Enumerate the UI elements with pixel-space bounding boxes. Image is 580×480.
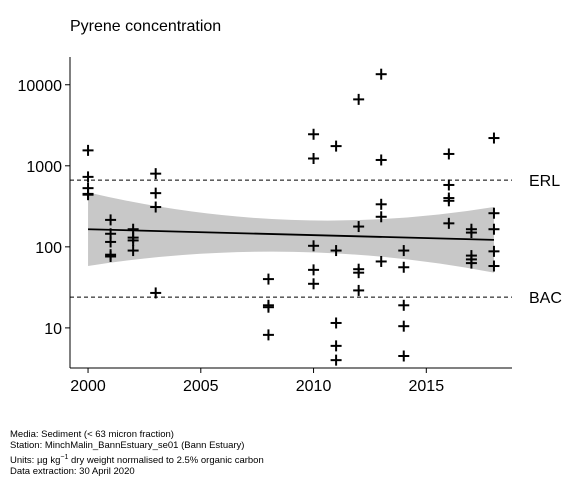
data-point bbox=[488, 245, 500, 257]
reference-label-bac: BAC bbox=[529, 290, 562, 307]
data-point bbox=[375, 198, 387, 210]
data-point bbox=[353, 93, 365, 105]
data-point bbox=[308, 240, 320, 252]
confidence-band-layer bbox=[88, 192, 494, 273]
footer-units-prefix: Units: bbox=[10, 454, 37, 466]
data-point bbox=[398, 299, 410, 311]
data-point bbox=[127, 245, 139, 257]
data-point bbox=[398, 320, 410, 332]
data-point bbox=[105, 214, 117, 226]
data-point bbox=[375, 211, 387, 223]
y-tick-label: 1000 bbox=[26, 159, 62, 176]
data-point bbox=[465, 257, 477, 269]
data-point bbox=[82, 171, 94, 183]
footer-media: Media: Sediment (< 63 micron fraction) bbox=[10, 429, 174, 440]
footer-station: Station: MinchMalin_BannEstuary_se01 (Ba… bbox=[10, 440, 245, 452]
data-point bbox=[262, 301, 274, 313]
data-point bbox=[353, 221, 365, 233]
y-tick-label: 10 bbox=[44, 321, 62, 338]
data-point bbox=[308, 264, 320, 276]
data-point bbox=[488, 207, 500, 219]
data-point bbox=[150, 201, 162, 213]
footer-units-suffix: dry weight normalised to 2.5% organic ca… bbox=[68, 454, 264, 466]
data-point bbox=[150, 187, 162, 199]
data-point bbox=[398, 261, 410, 273]
data-point bbox=[330, 245, 342, 257]
reference-label-erl: ERL bbox=[529, 173, 560, 190]
data-point bbox=[353, 267, 365, 279]
data-point bbox=[443, 179, 455, 191]
trend-layer bbox=[88, 228, 494, 241]
x-tick-label: 2010 bbox=[296, 378, 332, 395]
data-point bbox=[330, 140, 342, 152]
confidence-band bbox=[88, 192, 494, 273]
data-point bbox=[330, 340, 342, 352]
data-point bbox=[105, 251, 117, 263]
data-point bbox=[375, 255, 387, 267]
data-point bbox=[127, 234, 139, 246]
y-tick-label: 100 bbox=[35, 240, 62, 257]
reference-lines-layer: ERL BAC bbox=[70, 173, 562, 307]
data-point bbox=[330, 354, 342, 366]
data-point bbox=[443, 195, 455, 207]
data-point bbox=[488, 260, 500, 272]
data-point bbox=[330, 317, 342, 329]
trend-line bbox=[88, 228, 494, 241]
data-point bbox=[308, 278, 320, 290]
data-point bbox=[262, 273, 274, 285]
data-point bbox=[82, 144, 94, 156]
x-tick-label: 2000 bbox=[70, 378, 106, 395]
data-point bbox=[443, 217, 455, 229]
data-point bbox=[308, 153, 320, 165]
footer-units-exponent: −1 bbox=[60, 453, 69, 461]
data-points-layer bbox=[82, 68, 500, 366]
data-point bbox=[488, 132, 500, 144]
data-point bbox=[308, 128, 320, 140]
chart-title: Pyrene concentration bbox=[70, 18, 222, 35]
data-point bbox=[353, 284, 365, 296]
data-point bbox=[398, 350, 410, 362]
footer-units-unit: µg kg bbox=[36, 454, 61, 466]
data-point bbox=[465, 227, 477, 239]
data-point bbox=[82, 189, 94, 201]
x-tick-label: 2005 bbox=[183, 378, 219, 395]
x-tick-label: 2015 bbox=[409, 378, 445, 395]
data-point bbox=[488, 223, 500, 235]
data-point bbox=[443, 148, 455, 160]
data-point bbox=[375, 154, 387, 166]
footer-units: Units: µg kg−1 dry weight normalised to … bbox=[10, 452, 264, 467]
y-tick-label: 10000 bbox=[18, 78, 63, 95]
axes-layer: 10 100 1000 10000 2000 2005 2010 2015 bbox=[18, 57, 512, 395]
footer-extraction: Data extraction: 30 April 2020 bbox=[10, 466, 135, 478]
data-point bbox=[105, 236, 117, 248]
data-point bbox=[375, 68, 387, 80]
data-point bbox=[150, 287, 162, 299]
data-point bbox=[398, 245, 410, 257]
data-point bbox=[150, 168, 162, 180]
data-point bbox=[262, 329, 274, 341]
chart-footer: Media: Sediment (< 63 micron fraction) S… bbox=[10, 429, 264, 478]
